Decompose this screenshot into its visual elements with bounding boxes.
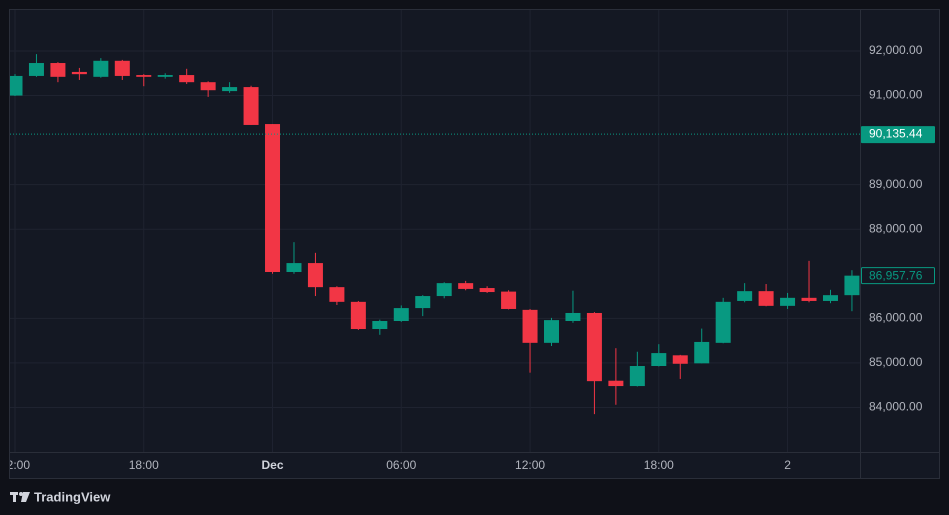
x-tick-label: 06:00 bbox=[386, 458, 416, 472]
candle-body bbox=[136, 75, 152, 77]
candle-body bbox=[672, 355, 688, 364]
plot: 12:00 18:00 Dec 06:00 12:00 18:00 2 bbox=[0, 10, 860, 472]
price-line-label: 90,135.44 bbox=[869, 127, 923, 141]
candle-body bbox=[694, 341, 710, 364]
candle-body bbox=[801, 297, 817, 301]
brand-logo bbox=[10, 492, 30, 502]
candle-body bbox=[436, 283, 452, 297]
candle-body bbox=[458, 283, 474, 289]
candle-body bbox=[243, 87, 259, 125]
candle-body bbox=[629, 366, 645, 387]
brand: TradingView bbox=[34, 489, 111, 504]
candle-body bbox=[822, 295, 838, 301]
candle-body bbox=[10, 75, 23, 96]
candle-body bbox=[179, 75, 195, 83]
candle-body bbox=[737, 291, 753, 301]
candle-body bbox=[265, 124, 281, 272]
price-axis: 84,000.00 85,000.00 86,000.00 88,000.00 89,0… bbox=[861, 43, 935, 414]
candle-body bbox=[50, 63, 66, 77]
candle-body bbox=[501, 291, 517, 309]
y-tick-label: 91,000.00 bbox=[869, 88, 923, 102]
y-tick-label: 86,000.00 bbox=[869, 311, 923, 325]
y-tick-label: 85,000.00 bbox=[869, 355, 923, 369]
candle-body bbox=[350, 301, 366, 330]
x-tick-label: Dec bbox=[262, 458, 284, 472]
candle-body bbox=[157, 75, 173, 77]
candle-body bbox=[71, 71, 87, 75]
candle-body bbox=[565, 312, 581, 322]
candle-body bbox=[286, 263, 302, 272]
candle-body bbox=[608, 380, 624, 387]
x-tick-label: 12:00 bbox=[515, 458, 545, 472]
candle-body bbox=[758, 291, 774, 306]
chart-panel bbox=[9, 9, 940, 479]
candle-body bbox=[415, 296, 431, 309]
y-tick-label: 88,000.00 bbox=[869, 221, 923, 235]
x-tick-label: 2 bbox=[784, 458, 791, 472]
candle-body bbox=[222, 87, 238, 92]
price-line-tag bbox=[861, 126, 935, 144]
candle-body bbox=[522, 309, 538, 343]
candle-body bbox=[93, 60, 109, 77]
y-tick-label: 92,000.00 bbox=[869, 43, 923, 57]
candle-body bbox=[200, 82, 216, 91]
x-tick-label: 18:00 bbox=[129, 458, 159, 472]
y-tick-label: 84,000.00 bbox=[869, 400, 923, 414]
candle-body bbox=[715, 301, 731, 343]
candle-body bbox=[28, 63, 44, 76]
candle-body bbox=[479, 288, 495, 293]
candle-body bbox=[651, 353, 667, 367]
x-tick-label: 18:00 bbox=[644, 458, 674, 472]
candle-body bbox=[544, 320, 559, 343]
y-tick-label: 89,000.00 bbox=[869, 177, 923, 191]
candle-body bbox=[307, 263, 323, 288]
candle-body bbox=[780, 297, 796, 306]
x-tick-label: 12:00 bbox=[0, 458, 30, 472]
candle-body bbox=[844, 275, 860, 296]
last-price-tag bbox=[861, 267, 935, 285]
last-price-label: 86,957.76 bbox=[869, 268, 923, 282]
candle-body bbox=[393, 308, 409, 322]
candle-body bbox=[586, 312, 602, 382]
candle-body bbox=[372, 321, 388, 330]
candle-body bbox=[114, 60, 130, 76]
candle-body bbox=[329, 287, 345, 302]
